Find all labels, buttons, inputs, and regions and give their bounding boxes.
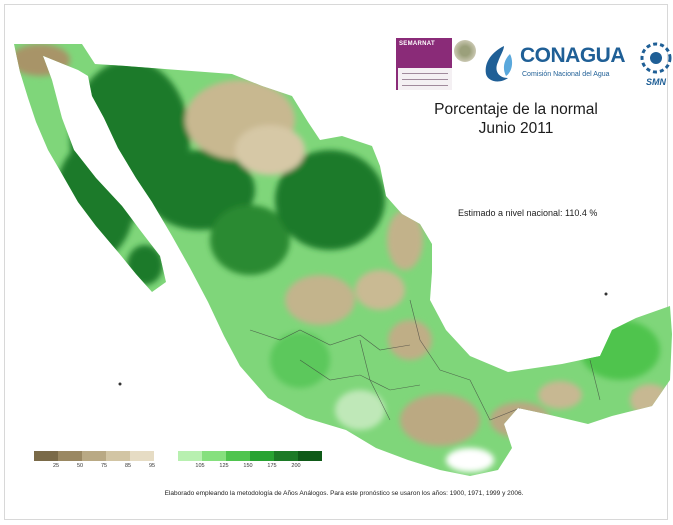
legend-tick-label: 200 [291, 463, 301, 469]
legend-swatch [202, 451, 226, 461]
methodology-footnote: Elaborado empleando la metodología de Añ… [164, 490, 524, 497]
conagua-drop-icon [485, 46, 513, 82]
color-legend: 25 50 75 85 95 105 125 150 175 200 [34, 451, 364, 473]
legend-swatch [250, 451, 274, 461]
legend-swatch [58, 451, 82, 461]
legend-swatch [34, 451, 58, 461]
legend-swatch [154, 451, 178, 461]
legend-tick-label: 150 [243, 463, 253, 469]
legend-swatch [274, 451, 298, 461]
legend-ticks: 25 50 75 85 95 105 125 150 175 200 [34, 463, 364, 473]
conagua-name: CONAGUA [520, 44, 626, 67]
legend-tick-label: 50 [76, 463, 84, 469]
logo-bar: SEMARNAT CONAGUA Comisión Nacional del A… [396, 38, 673, 98]
legend-swatch [226, 451, 250, 461]
mexico-eagle-icon [454, 40, 476, 62]
legend-swatch [298, 451, 322, 461]
legend-tick-label: 175 [267, 463, 277, 469]
legend-tick-label: 85 [124, 463, 132, 469]
legend-swatch [106, 451, 130, 461]
smn-text: SMN [646, 77, 667, 87]
map-title-line2: Junio 2011 [478, 120, 554, 137]
national-estimate: Estimado a nivel nacional: 110.4 % [458, 208, 598, 218]
legend-tick-label: 95 [148, 463, 156, 469]
legend-tick-label: 75 [100, 463, 108, 469]
semarnat-text: SEMARNAT [399, 41, 435, 47]
legend-tick-label: 125 [219, 463, 229, 469]
legend-bar [34, 451, 364, 461]
legend-swatch [130, 451, 154, 461]
semarnat-subtext-lines [396, 68, 452, 90]
semarnat-logo: SEMARNAT [396, 38, 452, 68]
legend-tick-label: 105 [195, 463, 205, 469]
legend-tick-label: 25 [52, 463, 60, 469]
conagua-subtitle: Comisión Nacional del Agua [522, 71, 610, 78]
legend-swatch [82, 451, 106, 461]
legend-swatch [178, 451, 202, 461]
map-title-line1: Porcentaje de la normal [434, 101, 598, 118]
smn-logo-icon: SMN [640, 42, 672, 87]
